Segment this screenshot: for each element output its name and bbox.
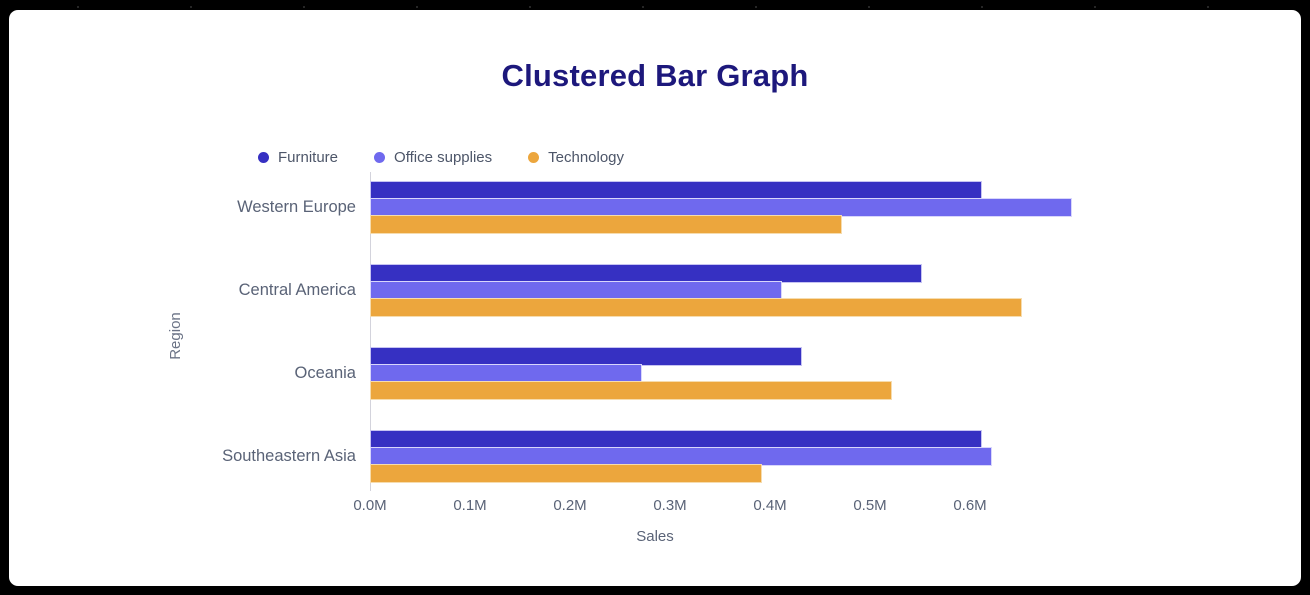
category-label-central-america: Central America [238,281,356,299]
bar-technology-central-america[interactable] [370,297,1022,317]
bar-office-supplies-oceania[interactable] [370,363,642,383]
legend-item-technology[interactable]: Technology [528,149,624,166]
bar-technology-western-europe[interactable] [370,214,842,234]
bar-office-supplies-western-europe[interactable] [370,197,1072,217]
category-label-western-europe: Western Europe [237,198,356,216]
chart-title: Clustered Bar Graph [501,58,809,93]
legend-dot-office-supplies [374,152,386,163]
x-tick-0.2m: 0.2M [553,497,587,514]
bar-furniture-central-america[interactable] [370,263,922,283]
bar-furniture-western-europe[interactable] [370,180,982,200]
bar-office-supplies-central-america[interactable] [370,280,782,300]
legend-dot-furniture [258,152,269,163]
bar-technology-oceania[interactable] [370,380,892,400]
x-tick-0.5m: 0.5M [853,497,887,514]
category-label-oceania: Oceania [294,364,356,382]
x-axis-title: Sales [636,528,674,545]
y-axis-title: Region [166,312,184,360]
legend-item-furniture[interactable]: Furniture [258,149,338,166]
x-tick-0.4m: 0.4M [753,497,787,514]
x-tick-0.1m: 0.1M [453,497,487,514]
legend-label: Office supplies [394,149,493,166]
legend: Furniture Office supplies Technology [258,149,624,166]
x-tick-0.0m: 0.0M [353,497,387,514]
legend-label: Technology [548,149,625,166]
plot-area [370,172,1100,491]
category-label-southeastern-asia: Southeastern Asia [222,447,356,465]
bar-furniture-oceania[interactable] [370,346,802,366]
y-axis-line [370,172,371,491]
bar-office-supplies-southeastern-asia[interactable] [370,446,992,466]
x-tick-0.6m: 0.6M [953,497,987,514]
legend-label: Furniture [278,149,339,166]
chart-card: Clustered Bar Graph Furniture Office supp… [9,10,1301,586]
legend-item-office-supplies[interactable]: Office supplies [374,149,492,166]
bar-technology-southeastern-asia[interactable] [370,463,762,483]
legend-dot-technology [528,152,540,163]
bar-furniture-southeastern-asia[interactable] [370,429,982,449]
x-tick-0.3m: 0.3M [653,497,687,514]
